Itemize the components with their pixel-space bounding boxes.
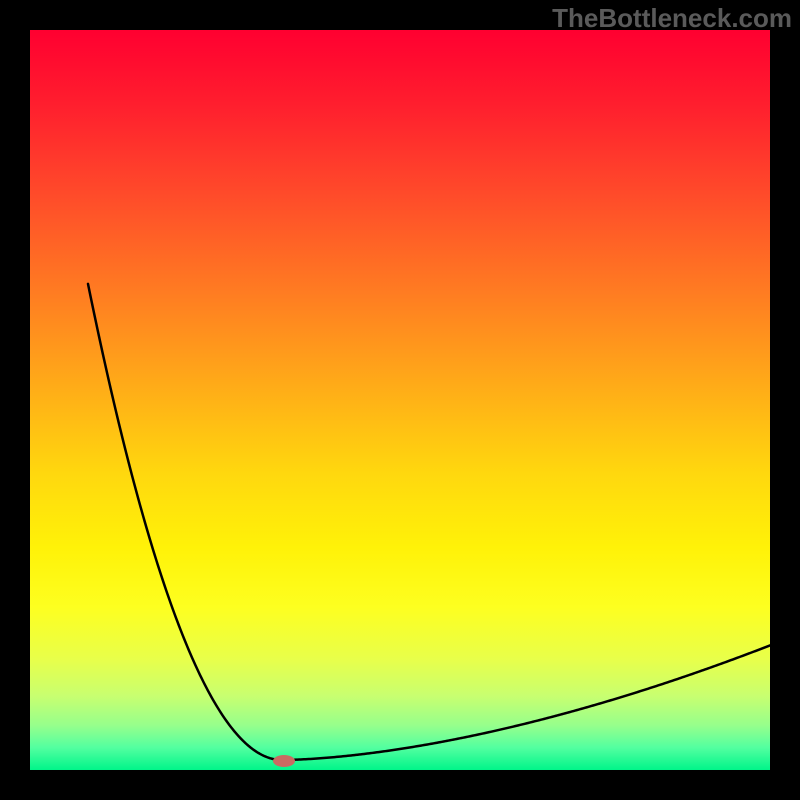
chart-plot-area	[30, 30, 770, 770]
gradient-background	[30, 30, 770, 770]
